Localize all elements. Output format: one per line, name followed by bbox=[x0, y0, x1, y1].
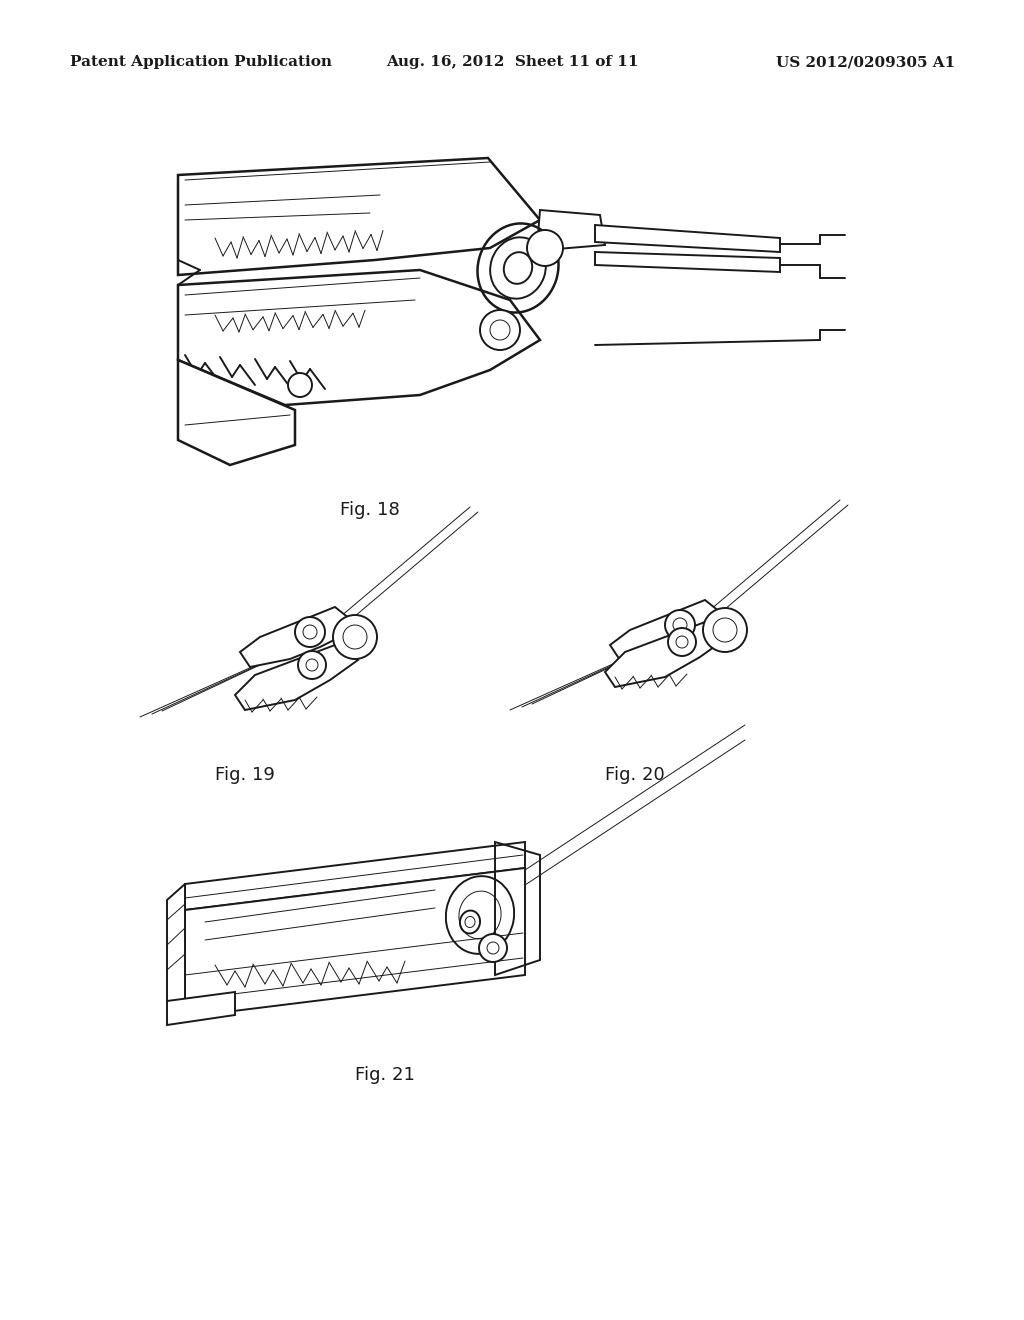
Polygon shape bbox=[240, 607, 360, 667]
Text: Fig. 19: Fig. 19 bbox=[215, 766, 274, 784]
Circle shape bbox=[490, 319, 510, 341]
Text: Aug. 16, 2012  Sheet 11 of 11: Aug. 16, 2012 Sheet 11 of 11 bbox=[386, 55, 638, 69]
Circle shape bbox=[676, 636, 688, 648]
Circle shape bbox=[673, 618, 687, 632]
Polygon shape bbox=[538, 210, 605, 249]
Polygon shape bbox=[605, 622, 728, 686]
Circle shape bbox=[288, 374, 312, 397]
Circle shape bbox=[487, 942, 499, 954]
Polygon shape bbox=[167, 993, 234, 1026]
Circle shape bbox=[303, 624, 317, 639]
Circle shape bbox=[668, 628, 696, 656]
Circle shape bbox=[527, 230, 563, 267]
Circle shape bbox=[713, 618, 737, 642]
Polygon shape bbox=[595, 252, 780, 272]
Text: Fig. 20: Fig. 20 bbox=[605, 766, 665, 784]
Circle shape bbox=[333, 615, 377, 659]
Polygon shape bbox=[178, 271, 540, 405]
Text: US 2012/0209305 A1: US 2012/0209305 A1 bbox=[776, 55, 955, 69]
Circle shape bbox=[703, 609, 746, 652]
Circle shape bbox=[343, 624, 367, 649]
Circle shape bbox=[479, 935, 507, 962]
Text: Patent Application Publication: Patent Application Publication bbox=[70, 55, 332, 69]
Polygon shape bbox=[167, 884, 185, 1016]
Polygon shape bbox=[610, 601, 730, 660]
Circle shape bbox=[665, 610, 695, 640]
Circle shape bbox=[306, 659, 318, 671]
Polygon shape bbox=[178, 360, 295, 465]
Polygon shape bbox=[595, 224, 780, 252]
Circle shape bbox=[295, 616, 325, 647]
Circle shape bbox=[480, 310, 520, 350]
Text: Fig. 21: Fig. 21 bbox=[355, 1067, 415, 1084]
Polygon shape bbox=[178, 158, 540, 275]
Polygon shape bbox=[185, 842, 525, 909]
Circle shape bbox=[298, 651, 326, 678]
Polygon shape bbox=[185, 869, 525, 1016]
Polygon shape bbox=[234, 645, 358, 710]
Text: Fig. 18: Fig. 18 bbox=[340, 502, 400, 519]
